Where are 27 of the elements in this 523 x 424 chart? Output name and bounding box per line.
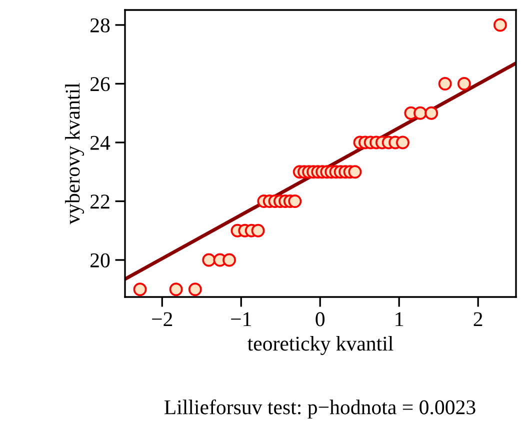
point (438, 77, 452, 90)
point (348, 165, 362, 179)
point (457, 77, 471, 90)
x-tick-label: 2 (474, 312, 482, 326)
y-tick-label: 20 (90, 253, 110, 268)
point (493, 18, 507, 32)
y-axis-title: vyberovy kvantil (65, 83, 84, 224)
point (202, 253, 216, 267)
text: Lillieforsuv test: p−hodnota = 0.0023 (164, 399, 476, 419)
point (188, 282, 202, 296)
y-tick-label: 28 (90, 18, 110, 32)
point (288, 194, 302, 208)
point (133, 282, 147, 296)
point (222, 253, 236, 267)
x-tick-label: 1 (396, 312, 404, 326)
x-tick-label: 0 (316, 312, 325, 326)
x-tick-label: −1 (231, 312, 251, 326)
point (396, 136, 410, 150)
y-tick-label: 24 (90, 136, 110, 150)
point (169, 282, 183, 296)
point (424, 106, 438, 120)
point (251, 224, 265, 238)
y-tick-label: 22 (90, 194, 110, 208)
y-tick-label: 26 (90, 77, 110, 92)
x-axis-title: teoreticky kvantil (248, 336, 394, 355)
point (414, 106, 427, 120)
x-tick-label: −2 (152, 312, 172, 326)
